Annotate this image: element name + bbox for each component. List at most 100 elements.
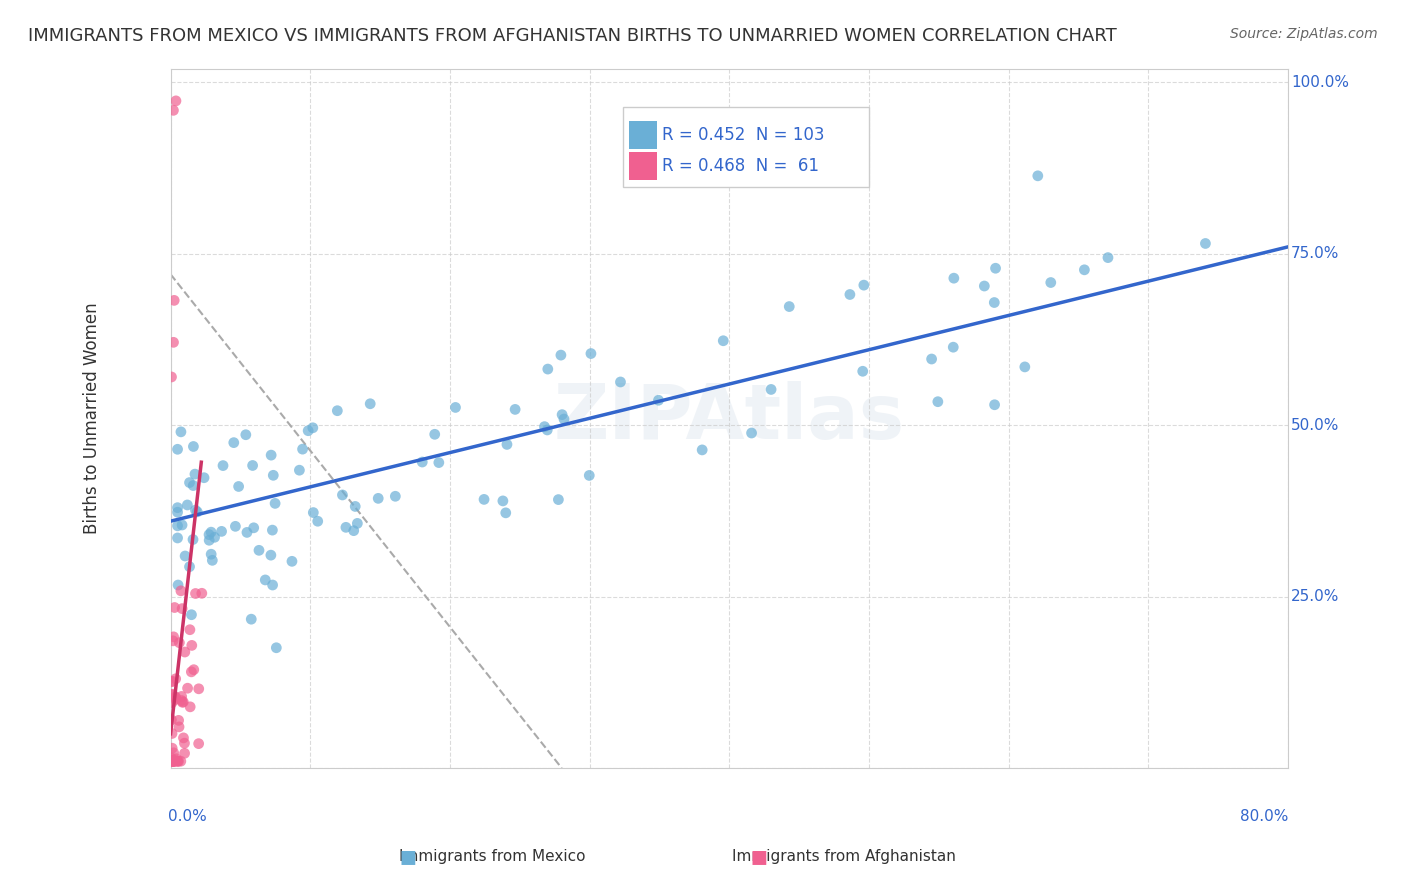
Point: [690, 442, 713, 457]
Point: [495, 506, 517, 520]
Point: [254, 573, 277, 587]
Point: [359, 397, 381, 411]
Point: [547, 492, 569, 507]
Point: [344, 500, 367, 514]
Text: ▪: ▪: [749, 842, 769, 871]
Point: [550, 348, 572, 362]
Text: 50.0%: 50.0%: [1291, 417, 1340, 433]
Point: [184, 467, 207, 482]
Point: [711, 334, 734, 348]
Point: [179, 699, 201, 714]
Text: Births to Unmarried Women: Births to Unmarried Women: [83, 302, 101, 534]
Point: [247, 543, 270, 558]
Point: [553, 412, 575, 426]
Point: [174, 549, 197, 563]
Point: [852, 278, 875, 293]
Point: [165, 752, 187, 766]
Point: [165, 692, 187, 706]
Point: [167, 720, 190, 734]
Point: [503, 402, 526, 417]
Point: [162, 754, 184, 768]
Point: [160, 713, 183, 727]
Point: [172, 731, 194, 745]
Point: [186, 505, 208, 519]
Point: [180, 639, 202, 653]
Point: [335, 520, 357, 534]
Point: [492, 494, 515, 508]
Point: [172, 695, 194, 709]
Point: [173, 736, 195, 750]
Point: [384, 489, 406, 503]
Point: [160, 726, 183, 740]
Point: [200, 525, 222, 540]
Point: [201, 553, 224, 567]
Point: [1039, 276, 1062, 290]
Text: R = 0.468  N =  61: R = 0.468 N = 61: [662, 158, 820, 176]
Point: [228, 479, 250, 493]
Point: [165, 672, 187, 686]
Point: [444, 401, 467, 415]
Point: [472, 492, 495, 507]
Point: [165, 94, 187, 108]
Point: [179, 475, 201, 490]
Point: [973, 279, 995, 293]
Text: ▪: ▪: [398, 842, 418, 871]
Point: [172, 601, 194, 615]
Point: [165, 690, 187, 705]
Point: [222, 435, 245, 450]
Point: [778, 300, 800, 314]
Point: [496, 437, 519, 451]
Point: [166, 531, 188, 545]
Point: [179, 559, 201, 574]
Point: [172, 695, 194, 709]
Point: [838, 287, 860, 301]
Text: Source: ZipAtlas.com: Source: ZipAtlas.com: [1230, 27, 1378, 41]
Point: [160, 754, 183, 768]
Point: [411, 455, 433, 469]
Point: [166, 500, 188, 515]
Point: [183, 440, 205, 454]
Point: [180, 607, 202, 622]
Point: [162, 335, 184, 350]
Point: [537, 362, 560, 376]
Point: [1026, 169, 1049, 183]
Point: [741, 425, 763, 440]
Point: [176, 498, 198, 512]
Point: [163, 754, 186, 768]
Point: [187, 737, 209, 751]
Point: [170, 583, 193, 598]
Point: [759, 383, 782, 397]
Point: [160, 754, 183, 768]
Point: [170, 518, 193, 533]
Point: [160, 696, 183, 710]
Text: 80.0%: 80.0%: [1240, 809, 1288, 824]
Point: [297, 424, 319, 438]
Point: [264, 496, 287, 510]
Point: [179, 623, 201, 637]
Point: [162, 754, 184, 768]
Text: 0.0%: 0.0%: [167, 809, 207, 824]
Point: [262, 468, 284, 483]
Point: [291, 442, 314, 457]
Point: [160, 688, 183, 702]
Point: [942, 340, 965, 354]
Point: [262, 523, 284, 537]
Point: [302, 506, 325, 520]
Point: [162, 754, 184, 768]
Point: [163, 600, 186, 615]
Point: [533, 419, 555, 434]
Text: 75.0%: 75.0%: [1291, 246, 1340, 261]
Point: [193, 471, 215, 485]
Point: [160, 370, 183, 384]
Point: [260, 448, 283, 462]
Point: [166, 754, 188, 768]
Point: [343, 524, 366, 538]
Point: [162, 633, 184, 648]
Point: [852, 364, 875, 378]
Point: [162, 630, 184, 644]
FancyBboxPatch shape: [623, 107, 869, 187]
Point: [176, 681, 198, 696]
Point: [170, 425, 193, 439]
Point: [162, 753, 184, 767]
Text: R = 0.452  N = 103: R = 0.452 N = 103: [662, 126, 825, 144]
